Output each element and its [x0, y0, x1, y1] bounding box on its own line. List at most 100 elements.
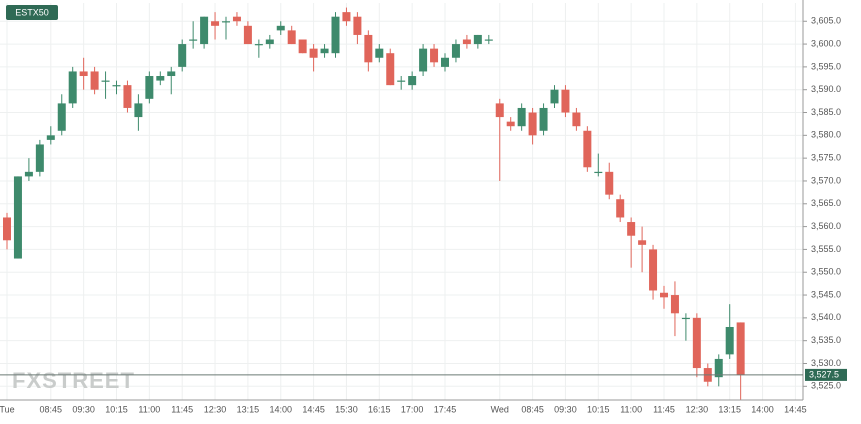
- candle-body: [112, 85, 121, 87]
- y-tick-label: 3,565.0: [811, 198, 841, 208]
- candle-body: [736, 322, 745, 375]
- candle-body: [79, 71, 88, 77]
- x-tick-label: 12:30: [686, 404, 709, 414]
- x-tick-label: 09:30: [554, 404, 577, 414]
- x-tick-label: Wed: [491, 404, 509, 414]
- candle-body: [123, 85, 132, 108]
- candle-body: [441, 57, 449, 67]
- x-tick-label: 11:45: [653, 404, 675, 414]
- x-tick-label: 08:45: [521, 404, 544, 414]
- last-price-box: [805, 368, 847, 381]
- candle-body: [660, 292, 668, 298]
- candle-body: [408, 76, 417, 86]
- candle-body: [90, 71, 99, 90]
- candle-body: [178, 44, 187, 67]
- candle-body: [145, 76, 154, 99]
- candle-body: [714, 358, 723, 378]
- candle-body: [265, 39, 274, 45]
- candle-body: [167, 71, 176, 77]
- candle-body: [473, 34, 482, 45]
- candle-body: [517, 107, 526, 127]
- candle-body: [211, 21, 220, 26]
- candle-body: [550, 89, 559, 104]
- candle-body: [134, 103, 143, 118]
- candle-body: [670, 295, 679, 314]
- y-tick-label: 3,545.0: [811, 289, 841, 299]
- candle-body: [419, 48, 428, 72]
- candle-body: [572, 112, 581, 127]
- candle-body: [649, 249, 658, 291]
- badge-box: [6, 5, 58, 20]
- y-tick-label: 3,595.0: [811, 61, 841, 71]
- candle-body: [539, 107, 548, 131]
- x-tick-label: 10:15: [587, 404, 610, 414]
- candle-body: [451, 44, 460, 58]
- candle-body: [200, 16, 209, 45]
- x-tick-label: 14:00: [269, 404, 292, 414]
- candle-body: [320, 48, 329, 54]
- x-tick-label: 17:00: [401, 404, 424, 414]
- candle-body: [638, 240, 647, 245]
- x-tick-label: 10:15: [105, 404, 128, 414]
- candle-body: [364, 34, 373, 63]
- candle-body: [430, 48, 439, 63]
- candle-body: [594, 171, 603, 174]
- candle-body: [692, 317, 701, 369]
- y-tick-label: 3,585.0: [811, 107, 841, 117]
- candle-body: [189, 39, 198, 41]
- candle-body: [506, 121, 515, 127]
- x-tick-label: 11:45: [171, 404, 193, 414]
- y-tick-label: 3,570.0: [811, 175, 841, 185]
- x-tick-label: 16:15: [368, 404, 391, 414]
- y-tick-label: 3,605.0: [811, 16, 841, 26]
- candle-body: [616, 199, 625, 218]
- candle-body: [331, 16, 340, 54]
- candle-body: [484, 39, 493, 41]
- x-tick-label: 15:30: [335, 404, 358, 414]
- candle-body: [68, 71, 77, 104]
- x-tick-label: 11:00: [138, 404, 160, 414]
- x-tick-label: 17:45: [434, 404, 457, 414]
- candle-body: [243, 25, 252, 45]
- candle-body: [495, 103, 504, 118]
- x-tick-label: 13:15: [237, 404, 260, 414]
- candle-body: [725, 326, 734, 355]
- candle-body: [397, 80, 406, 82]
- candle-body: [156, 76, 165, 81]
- candles: [3, 7, 745, 400]
- y-tick-label: 3,555.0: [811, 244, 841, 254]
- x-tick-label: 13:15: [718, 404, 741, 414]
- candle-body: [101, 80, 110, 82]
- x-tick-label: 08:45: [40, 404, 63, 414]
- candle-body: [232, 16, 241, 22]
- candle-body: [57, 103, 66, 131]
- y-tick-label: 3,590.0: [811, 84, 841, 94]
- candle-body: [342, 12, 351, 22]
- y-tick-label: 3,560.0: [811, 221, 841, 231]
- candle-body: [627, 222, 636, 236]
- candle-body: [353, 16, 362, 35]
- candle-body: [298, 39, 307, 54]
- candle-body: [222, 21, 230, 23]
- y-tick-label: 3,580.0: [811, 130, 841, 140]
- candle-body: [24, 171, 33, 177]
- candle-body: [528, 112, 537, 136]
- candle-body: [583, 130, 592, 168]
- y-tick-label: 3,540.0: [811, 312, 841, 322]
- candle-body: [287, 30, 296, 45]
- y-tick-label: 3,535.0: [811, 335, 841, 345]
- candle-body: [35, 144, 44, 172]
- candle-body: [13, 176, 22, 259]
- y-tick-label: 3,525.0: [811, 381, 841, 391]
- candle-body: [462, 39, 471, 45]
- x-tick-label: 11:00: [620, 404, 642, 414]
- candle-body: [605, 171, 614, 195]
- x-tick-label: 14:45: [302, 404, 325, 414]
- candle-body: [254, 44, 263, 46]
- candle-body: [561, 89, 570, 113]
- x-tick-label: 14:00: [751, 404, 774, 414]
- y-tick-label: 3,575.0: [811, 153, 841, 163]
- last-price-label: 3,527.5: [809, 369, 839, 379]
